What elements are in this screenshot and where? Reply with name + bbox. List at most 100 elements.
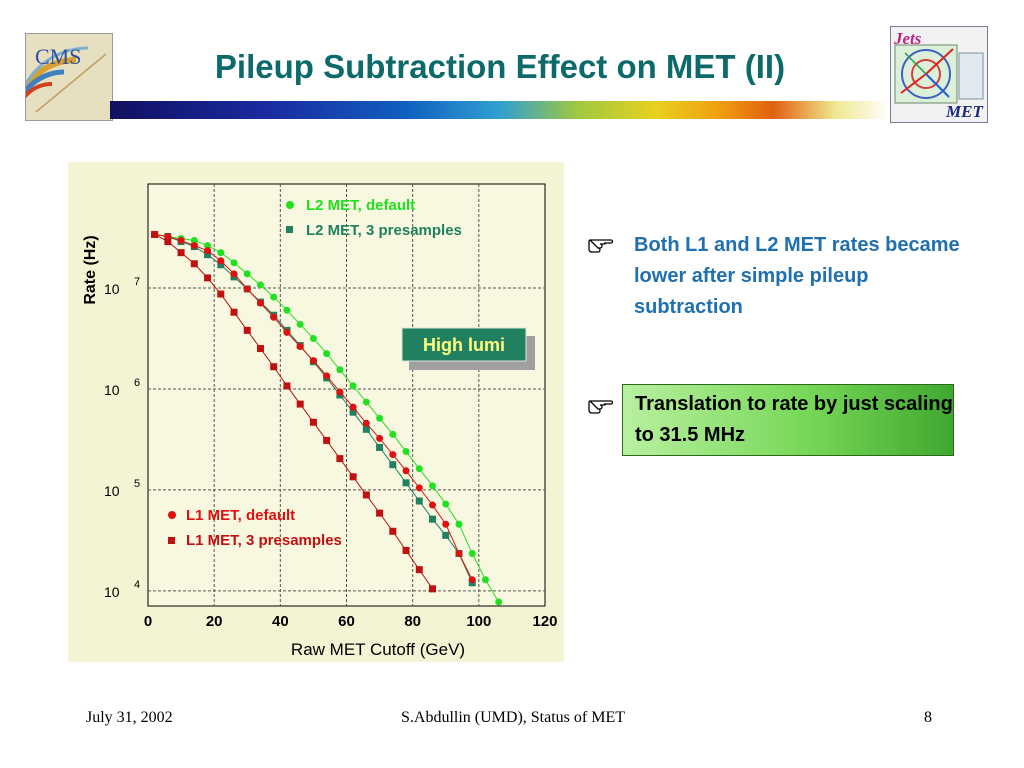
y-tick-label-base: 10	[104, 483, 120, 499]
data-point	[190, 260, 198, 268]
y-tick-label-exponent: 6	[134, 377, 140, 389]
x-tick-label: 80	[404, 613, 421, 630]
data-point	[362, 398, 370, 406]
series-3	[151, 230, 437, 593]
data-point	[349, 408, 357, 416]
data-point	[230, 270, 238, 278]
data-point	[204, 251, 212, 259]
title-gradient-bar	[110, 101, 890, 119]
data-point	[415, 497, 423, 505]
footer-page-number: 8	[924, 709, 932, 726]
data-point	[429, 585, 437, 593]
data-point	[455, 520, 463, 528]
x-tick-label: 0	[144, 613, 152, 630]
y-tick-label-exponent: 5	[134, 478, 140, 490]
data-point	[164, 238, 172, 246]
axis-labels: 0 20 40 60 80 100 120 10 4 10 5 10 6 10 7	[104, 276, 558, 630]
footer-author: S.Abdullin (UMD), Status of MET	[401, 709, 625, 726]
rate-plot-svg: 0 20 40 60 80 100 120 10 4 10 5 10 6 10 7 L2 MET, defa…	[82, 183, 558, 659]
annotation-box	[401, 327, 527, 362]
data-point	[256, 345, 264, 353]
data-point	[336, 388, 344, 396]
data-point	[389, 527, 397, 535]
data-point	[376, 414, 384, 422]
data-point	[204, 274, 212, 282]
data-point	[323, 436, 331, 444]
data-point	[402, 448, 410, 456]
data-point	[283, 328, 291, 336]
legend-l2: L2 MET, default L2 MET, 3 presamples	[286, 197, 462, 239]
series-0	[151, 230, 503, 606]
data-point	[349, 473, 357, 481]
data-point	[256, 299, 264, 307]
logo-met-text: MET	[945, 102, 983, 121]
bullet-1-text: Both L1 and L2 MET rates became lower af…	[634, 234, 960, 318]
y-tick-label-base: 10	[104, 382, 120, 398]
data-point	[204, 247, 212, 255]
y-tick-label-base: 10	[104, 584, 120, 600]
data-point	[362, 419, 370, 427]
data-point	[190, 242, 198, 250]
data-point	[415, 484, 423, 492]
data-point	[349, 382, 357, 390]
data-point	[389, 451, 397, 459]
logo-jets-text: Jets	[893, 29, 922, 48]
series-layer	[151, 230, 503, 606]
data-point	[177, 237, 185, 245]
data-point	[309, 418, 317, 426]
y-tick-label-exponent: 7	[134, 276, 140, 288]
data-point	[362, 425, 370, 433]
data-point	[429, 515, 437, 523]
cms-logo-graphic: CMS	[26, 34, 112, 120]
data-point	[376, 509, 384, 517]
data-point	[468, 550, 476, 558]
data-point	[349, 403, 357, 411]
y-tick-label-base: 10	[104, 281, 120, 297]
annotation-text: High lumi	[423, 335, 505, 355]
data-point	[217, 261, 225, 269]
data-point	[283, 382, 291, 390]
bullet-2-text: Translation to rate by just scaling to 3…	[622, 384, 954, 456]
data-point	[429, 501, 437, 509]
data-point	[230, 259, 238, 267]
data-point	[323, 350, 331, 358]
data-point	[296, 320, 304, 328]
data-point	[256, 281, 264, 289]
data-point	[283, 306, 291, 314]
pointing-hand-icon	[588, 239, 614, 253]
data-point	[442, 531, 450, 539]
legend-l1-presamples-label: L1 MET, 3 presamples	[186, 532, 342, 549]
data-point	[415, 566, 423, 574]
data-point	[243, 270, 251, 278]
cms-logo: CMS	[25, 33, 113, 121]
data-point	[217, 257, 225, 265]
data-point	[270, 363, 278, 371]
data-point	[468, 576, 476, 584]
data-point	[243, 285, 251, 293]
data-point	[309, 334, 317, 342]
legend-l2-presamples-marker	[286, 226, 293, 233]
data-point	[336, 366, 344, 374]
data-point	[270, 313, 278, 321]
legend-l2-default-marker	[286, 201, 294, 209]
data-point	[217, 290, 225, 298]
data-point	[296, 343, 304, 351]
x-axis-label: Raw MET Cutoff (GeV)	[291, 640, 465, 659]
data-point	[151, 230, 159, 238]
data-point	[402, 467, 410, 475]
data-point	[323, 372, 331, 380]
data-point	[389, 461, 397, 469]
data-point	[402, 479, 410, 487]
legend-l2-default-label: L2 MET, default	[306, 197, 415, 214]
legend-l1-default-label: L1 MET, default	[186, 507, 295, 524]
data-point	[481, 576, 489, 584]
data-point	[376, 434, 384, 442]
x-tick-label: 40	[272, 613, 289, 630]
x-tick-label: 60	[338, 613, 355, 630]
y-axis-label: Rate (Hz)	[82, 235, 99, 304]
data-point	[442, 500, 450, 508]
x-tick-label: 20	[206, 613, 223, 630]
grid-lines	[148, 184, 545, 606]
legend-l2-presamples-label: L2 MET, 3 presamples	[306, 222, 462, 239]
y-tick-label-exponent: 4	[134, 579, 140, 591]
